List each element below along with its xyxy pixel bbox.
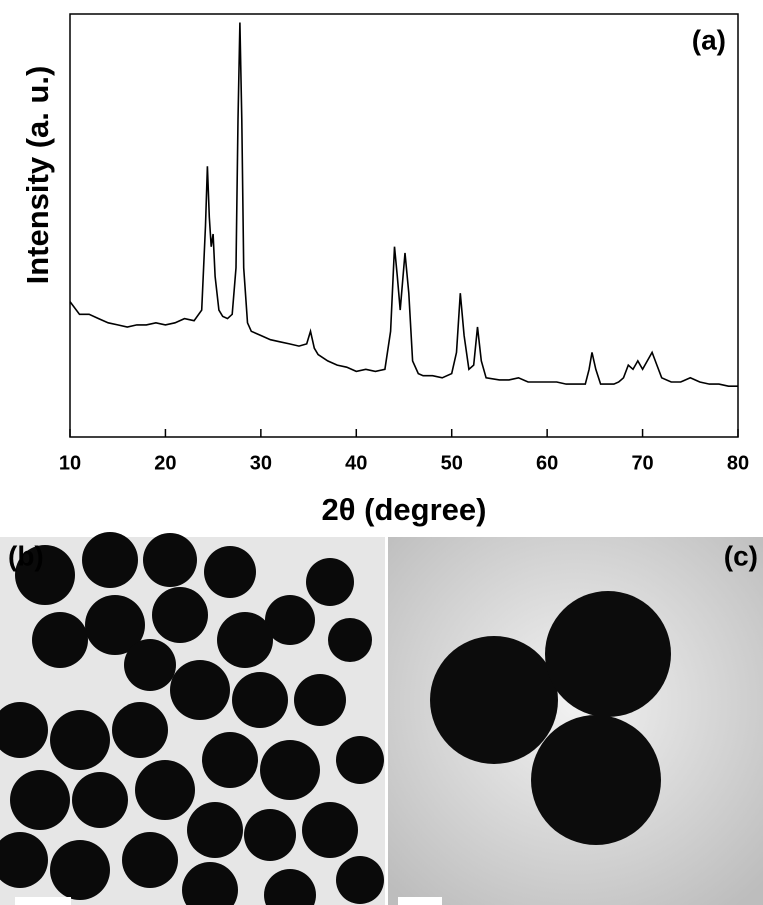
x-tick-label: 60	[536, 452, 558, 474]
x-tick-label: 80	[727, 452, 749, 474]
x-tick-label: 20	[154, 452, 176, 474]
plot-frame	[69, 13, 739, 438]
x-tick-label: 50	[441, 452, 463, 474]
tem-image-c	[388, 537, 763, 905]
panel-label: (c)	[724, 540, 758, 571]
x-tick-label: 10	[59, 452, 81, 474]
panel-label: (a)	[692, 24, 726, 55]
x-axis-label: 2θ (degree)	[322, 492, 487, 527]
xrd-line	[69, 22, 738, 387]
panel-label: (b)	[8, 540, 44, 571]
x-tick-label: 40	[345, 452, 367, 474]
x-tick-label: 30	[250, 452, 272, 474]
y-axis-label: Intensity (a. u.)	[20, 66, 55, 285]
x-tick-label: 70	[631, 452, 653, 474]
tem-image-b	[0, 532, 385, 905]
